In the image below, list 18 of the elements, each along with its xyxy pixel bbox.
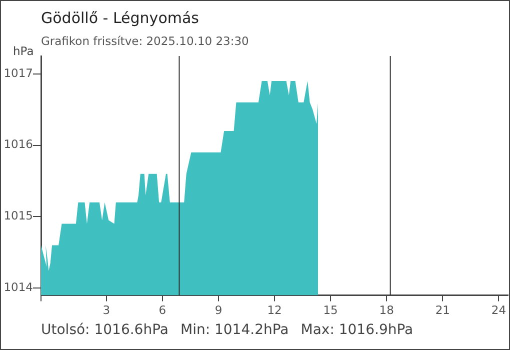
text: Min: 1014.2hPa [180,322,289,338]
text: Max: 1016.9hPa [300,322,414,338]
chart-title: Gödöllő - Légnyomás [41,9,199,27]
x-tick-label: 18 [379,303,394,318]
text: Utolsó: 1016.6hPa [41,322,168,338]
x-tick-label: 6 [158,303,166,318]
x-tick-label: 12 [267,303,282,318]
x-tick-label: 15 [323,303,338,318]
y-axis-title: hPa [13,44,34,58]
x-tick-label: 21 [435,303,450,318]
x-tick-label: 3 [102,303,110,318]
y-tick-label: 1016 [4,137,33,152]
y-tick-label: 1017 [4,66,33,80]
x-tick-label: 24 [491,303,506,318]
x-tick-label: 9 [214,303,222,318]
y-tick-label: 1014 [4,280,33,294]
y-tick-label: 1015 [4,208,33,223]
chart-subtitle: Grafikon frissítve: 2025.10.10 23:30 [41,34,249,48]
